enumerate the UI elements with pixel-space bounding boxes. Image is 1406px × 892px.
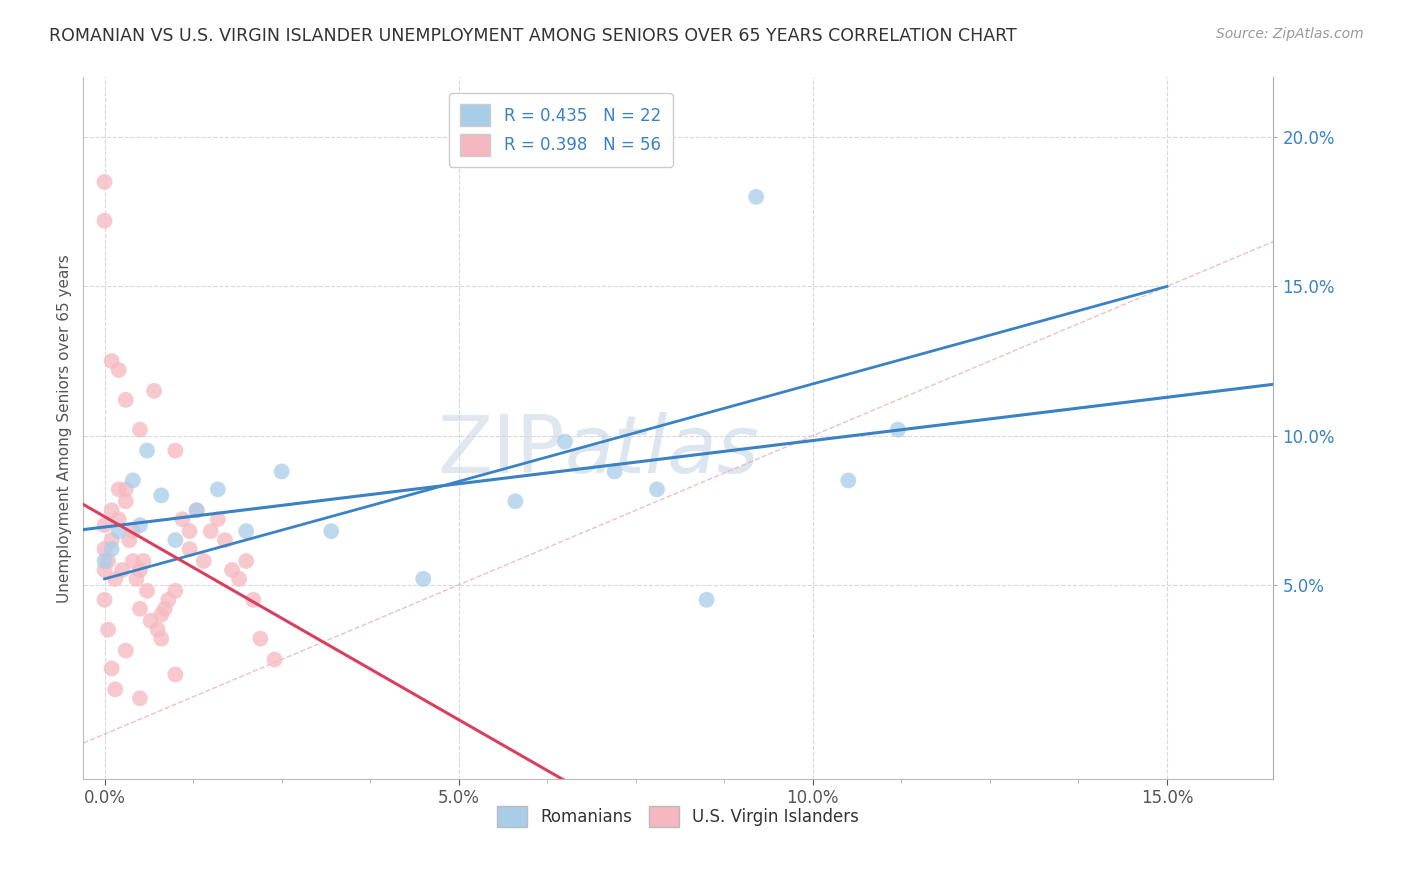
Point — [136, 443, 159, 458]
Point — [93, 542, 115, 557]
Point — [157, 592, 180, 607]
Point — [107, 524, 129, 538]
Point — [146, 623, 169, 637]
Point — [150, 488, 173, 502]
Point — [143, 384, 166, 398]
Point — [321, 524, 343, 538]
Point — [93, 592, 115, 607]
Point — [165, 533, 187, 548]
Point — [249, 632, 271, 646]
Point — [207, 483, 229, 497]
Point — [107, 483, 129, 497]
Point — [129, 691, 152, 706]
Point — [97, 623, 120, 637]
Point — [235, 554, 257, 568]
Text: ROMANIAN VS U.S. VIRGIN ISLANDER UNEMPLOYMENT AMONG SENIORS OVER 65 YEARS CORREL: ROMANIAN VS U.S. VIRGIN ISLANDER UNEMPLO… — [49, 27, 1017, 45]
Text: atlas: atlas — [565, 411, 759, 490]
Point — [179, 542, 201, 557]
Point — [107, 512, 129, 526]
Point — [165, 667, 187, 681]
Point — [129, 518, 152, 533]
Point — [100, 354, 122, 368]
Point — [645, 483, 668, 497]
Point — [200, 524, 222, 538]
Point — [129, 423, 152, 437]
Point — [603, 465, 626, 479]
Point — [129, 601, 152, 615]
Point — [179, 524, 201, 538]
Point — [172, 512, 194, 526]
Point — [114, 392, 136, 407]
Point — [100, 503, 122, 517]
Legend: Romanians, U.S. Virgin Islanders: Romanians, U.S. Virgin Islanders — [491, 799, 866, 834]
Point — [114, 483, 136, 497]
Point — [114, 643, 136, 657]
Point — [93, 554, 115, 568]
Point — [93, 518, 115, 533]
Point — [228, 572, 250, 586]
Point — [186, 503, 208, 517]
Point — [104, 682, 127, 697]
Point — [139, 614, 162, 628]
Point — [193, 554, 215, 568]
Point — [122, 554, 145, 568]
Point — [214, 533, 236, 548]
Point — [107, 363, 129, 377]
Point — [242, 592, 264, 607]
Point — [696, 592, 718, 607]
Y-axis label: Unemployment Among Seniors over 65 years: Unemployment Among Seniors over 65 years — [58, 254, 72, 603]
Point — [122, 474, 145, 488]
Point — [100, 542, 122, 557]
Text: ZIP: ZIP — [437, 411, 565, 490]
Point — [100, 661, 122, 675]
Point — [221, 563, 243, 577]
Point — [114, 494, 136, 508]
Point — [270, 465, 292, 479]
Text: Source: ZipAtlas.com: Source: ZipAtlas.com — [1216, 27, 1364, 41]
Point — [93, 213, 115, 227]
Point — [93, 175, 115, 189]
Point — [122, 524, 145, 538]
Point — [745, 190, 768, 204]
Point — [136, 583, 159, 598]
Point — [97, 554, 120, 568]
Point — [887, 423, 910, 437]
Point — [125, 572, 148, 586]
Point — [837, 474, 859, 488]
Point — [554, 434, 576, 449]
Point — [100, 533, 122, 548]
Point — [165, 443, 187, 458]
Point — [93, 563, 115, 577]
Point — [186, 503, 208, 517]
Point — [505, 494, 527, 508]
Point — [129, 563, 152, 577]
Point — [132, 554, 155, 568]
Point — [235, 524, 257, 538]
Point — [165, 583, 187, 598]
Point — [263, 652, 285, 666]
Point — [153, 601, 176, 615]
Point — [104, 572, 127, 586]
Point — [150, 632, 173, 646]
Point — [111, 563, 134, 577]
Point — [150, 607, 173, 622]
Point — [207, 512, 229, 526]
Point — [412, 572, 434, 586]
Point — [118, 533, 141, 548]
